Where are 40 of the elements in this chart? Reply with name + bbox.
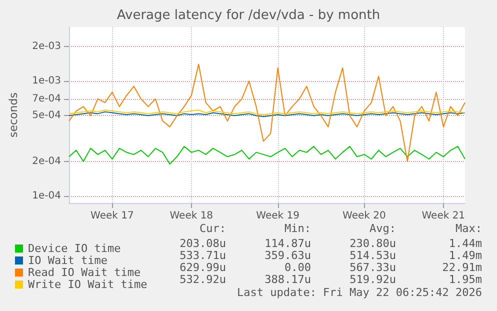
text: 359.63u [264,249,311,262]
y-tick-label: 1e-03 [32,76,61,87]
y-tick-label: 5e-04 [32,110,61,122]
line-series [68,146,466,164]
y-axis-title: seconds [7,92,20,138]
legend-label: Device IO time [28,242,121,255]
text: Cur: [200,222,226,235]
text: 519.92u [350,273,396,286]
x-tick-label: Week 19 [256,210,300,222]
chart-title: Average latency for /dev/vda - by month [116,8,380,23]
y-tick-label: 7e-04 [32,93,61,104]
text: 1.49m [448,249,482,262]
text: Max: [456,222,482,235]
y-tick-label: 2e-03 [32,40,61,52]
text: 0.00 [284,261,312,274]
x-tick-label: Week 17 [90,210,134,222]
text: 533.71u [180,249,226,262]
text: 532.92u [180,273,226,286]
x-tick-label: Week 20 [342,210,386,222]
text: 567.33u [350,261,396,274]
text: Last update: Fri May 22 06:25:42 2026 [236,286,482,299]
x-tick-label: Week 21 [422,210,466,222]
text: 22.91m [442,261,482,274]
text: 1.44m [448,237,482,250]
text: Avg: [370,222,396,235]
x-tick-label: Week 18 [170,210,214,222]
text: 230.80u [350,237,396,250]
line-series [68,64,466,162]
legend-label: Write IO Wait time [28,278,148,291]
text: 514.53u [350,249,396,262]
text: 1.95m [448,273,482,286]
y-tick-label: 1e-04 [32,190,61,202]
text: 203.08u [180,237,226,250]
legend-label: Read IO Wait time [28,266,141,279]
text: 629.99u [180,261,226,274]
text: 114.87u [264,237,311,250]
legend-label: IO Wait time [28,254,108,267]
text: Min: [284,222,312,235]
text: 388.17u [264,273,311,286]
y-tick-label: 2e-04 [32,156,61,167]
